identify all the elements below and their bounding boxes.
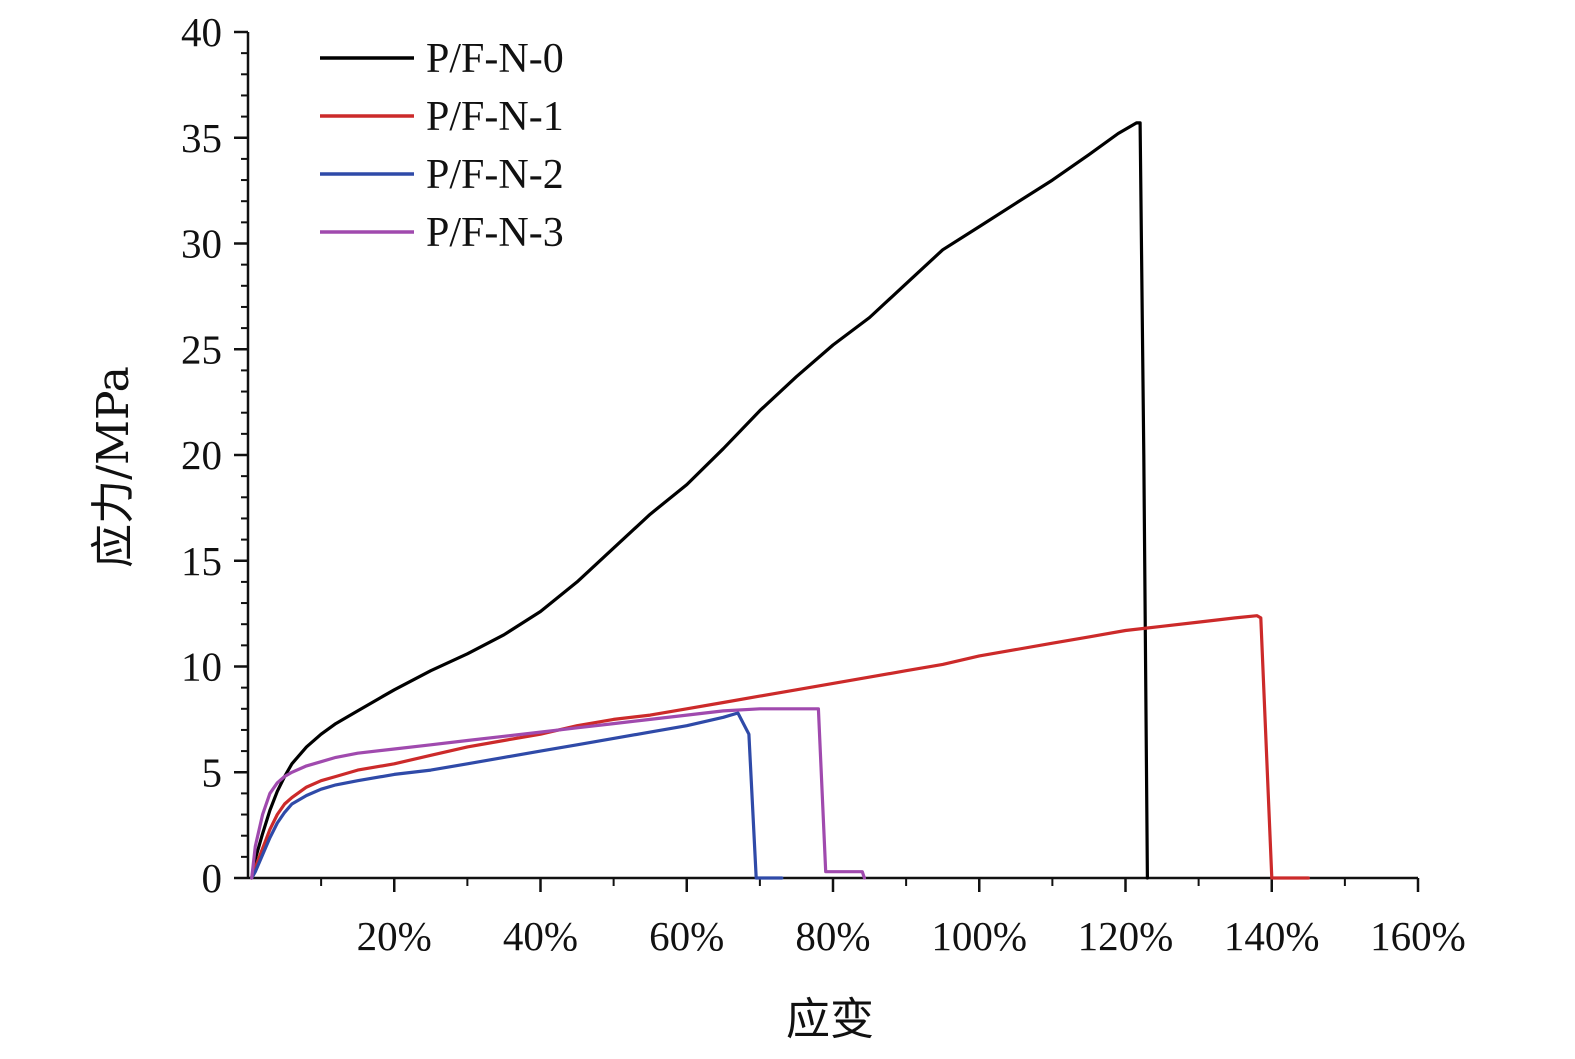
legend-label: P/F-N-1 [426, 94, 564, 140]
y-axis-title: 应力/MPa [88, 366, 139, 568]
y-tick-label: 0 [202, 855, 223, 901]
x-axis-ticks: 20% 40% 60% 80% 100% 120% 140% 160% [320, 878, 1466, 959]
legend-label: P/F-N-0 [426, 36, 564, 82]
x-tick-label: 20% [357, 913, 432, 959]
x-tick-label: 100% [931, 913, 1027, 959]
series-line-p-f-n-2 [250, 711, 784, 880]
y-tick-label: 25 [181, 326, 222, 372]
legend: P/F-N-0 P/F-N-1 P/F-N-2 P/F-N-3 [320, 36, 564, 256]
x-tick-label: 120% [1078, 913, 1174, 959]
y-tick-label: 35 [181, 115, 222, 161]
series-line-p-f-n-0 [250, 121, 1150, 880]
series-line-p-f-n-3 [250, 707, 867, 880]
x-tick-label: 160% [1370, 913, 1466, 959]
y-tick-label: 30 [181, 221, 222, 267]
x-tick-label: 80% [795, 913, 870, 959]
x-tick-label: 60% [649, 913, 724, 959]
x-tick-label: 140% [1224, 913, 1320, 959]
series-line-p-f-n-1 [250, 614, 1310, 880]
y-tick-label: 15 [181, 538, 222, 584]
legend-label: P/F-N-2 [426, 152, 564, 198]
y-tick-label: 20 [181, 432, 222, 478]
y-tick-label: 5 [202, 749, 223, 795]
y-tick-label: 10 [181, 644, 222, 690]
x-tick-label: 40% [503, 913, 578, 959]
series-lines [250, 121, 1310, 880]
x-axis-title: 应变 [786, 994, 874, 1045]
axes [246, 32, 1418, 880]
legend-label: P/F-N-3 [426, 210, 564, 256]
y-axis-ticks: 0 5 10 15 20 25 30 35 40 [181, 9, 248, 901]
y-tick-label: 40 [181, 9, 222, 55]
